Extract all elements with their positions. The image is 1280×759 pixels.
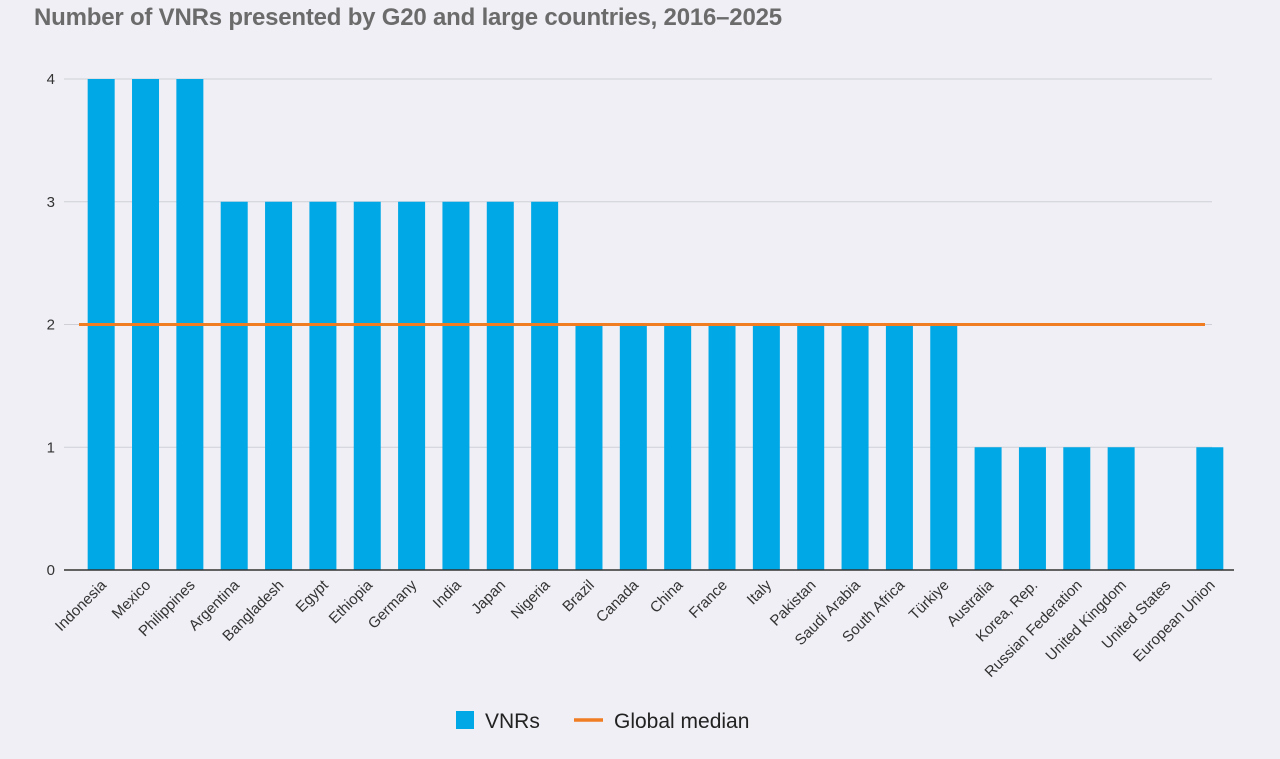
bar — [486, 201, 514, 570]
bar — [1196, 447, 1224, 570]
legend: VNRs Global median — [456, 710, 749, 733]
bar — [220, 201, 248, 570]
x-tick-label: Japan — [468, 577, 509, 618]
bar — [442, 201, 470, 570]
bar — [531, 201, 559, 570]
x-tick-label: Canada — [593, 576, 643, 626]
y-tick-label: 2 — [47, 317, 55, 334]
x-tick-label: Egypt — [293, 576, 333, 616]
bar — [664, 324, 692, 570]
y-tick-label: 4 — [47, 71, 55, 88]
x-tick-label: Italy — [744, 576, 776, 608]
chart-title: Number of VNRs presented by G20 and larg… — [34, 4, 782, 31]
bar — [841, 324, 869, 570]
legend-swatch-vnrs — [456, 711, 474, 729]
x-tick-label: Brazil — [559, 577, 598, 616]
y-axis-ticks: 0 1 2 3 4 — [47, 71, 55, 579]
x-tick-label: India — [430, 576, 465, 611]
legend-label-vnrs: VNRs — [485, 710, 540, 733]
legend-label-median: Global median — [614, 710, 749, 733]
bar — [797, 324, 825, 570]
bar — [398, 201, 426, 570]
x-tick-label: Nigeria — [508, 576, 554, 622]
x-tick-label: European Union — [1130, 577, 1219, 666]
bar — [930, 324, 958, 570]
x-tick-label: Germany — [365, 576, 421, 632]
y-tick-label: 3 — [47, 194, 55, 211]
bar — [619, 324, 647, 570]
x-tick-label: China — [647, 576, 687, 616]
bar — [1107, 447, 1135, 570]
bar — [353, 201, 381, 570]
x-tick-label: United Kingdom — [1042, 577, 1129, 664]
bar — [752, 324, 780, 570]
bar — [1018, 447, 1046, 570]
bar — [708, 324, 736, 570]
bar — [1063, 447, 1091, 570]
bar — [575, 324, 603, 570]
bar — [265, 201, 293, 570]
bar — [974, 447, 1002, 570]
x-tick-label: Indonesia — [52, 576, 110, 634]
bar — [885, 324, 913, 570]
y-tick-label: 0 — [47, 562, 55, 579]
x-tick-label: France — [686, 577, 731, 622]
y-tick-label: 1 — [47, 439, 55, 456]
x-axis-ticks: IndonesiaMexicoPhilippinesArgentinaBangl… — [52, 576, 1219, 681]
bar — [309, 201, 337, 570]
